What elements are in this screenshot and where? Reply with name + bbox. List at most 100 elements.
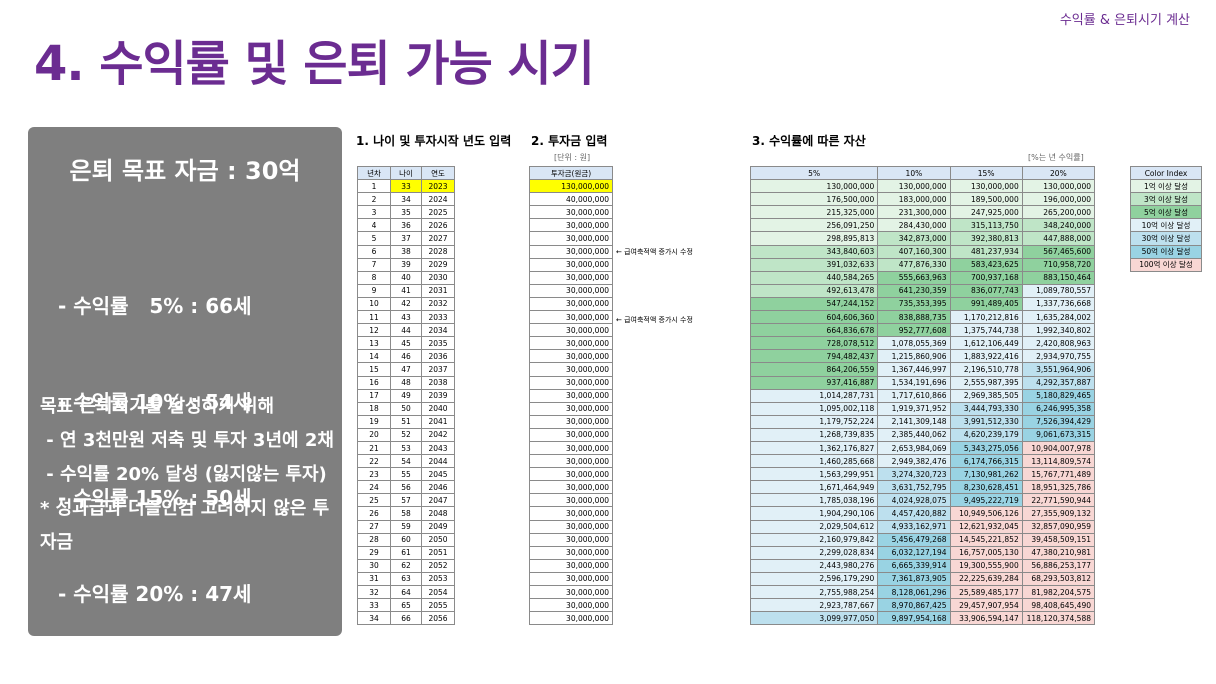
asset-cell-r5: 2,923,787,667	[749, 598, 879, 613]
asset-cell-r5: 2,596,179,290	[749, 571, 879, 587]
table-row: 664,836,678 952,777,608 1,375,744,738 1,992…	[749, 323, 1096, 338]
table-row: 343,840,603 407,160,300 481,237,934 567,465…	[749, 244, 1096, 259]
invest-cell: 30,000,000	[529, 506, 613, 521]
asset-cell-r10: 4,024,928,075	[877, 493, 951, 508]
invest-cell: 30,000,000	[529, 323, 613, 338]
invest-cell: 30,000,000	[529, 598, 613, 613]
retirement-goal: 은퇴 목표 자금 : 30억	[69, 157, 301, 185]
table-row: 29 61 2051	[357, 545, 455, 560]
page-title: 4. 수익률 및 은퇴 가능 시기	[34, 36, 595, 92]
year-index-cell: 17	[357, 388, 391, 403]
table-row: 30,000,000	[529, 231, 613, 246]
table-row: 728,078,512 1,078,055,369 1,612,106,449 2,4…	[749, 336, 1096, 351]
table-row: 6 38 2028	[357, 244, 455, 259]
legend-item: 5억 이상 달성	[1130, 205, 1202, 220]
table-row: 30,000,000	[529, 388, 613, 403]
invest-cell: 30,000,000	[529, 584, 613, 600]
age-table-header: 년차 나이 연도	[357, 165, 455, 181]
asset-cell-r20: 2,420,808,963	[1021, 336, 1096, 351]
age-cell: 33	[389, 179, 423, 194]
table-row: 30,000,000	[529, 454, 613, 469]
age-cell: 37	[389, 231, 423, 246]
section3-unit: [%는 년 수익률]	[1028, 153, 1084, 162]
age-cell: 39	[389, 257, 423, 272]
asset-cell-r5: 343,840,603	[749, 244, 879, 259]
year-index-cell: 3	[357, 205, 391, 220]
asset-cell-r5: 604,606,360	[749, 310, 879, 325]
year-index-cell: 21	[357, 440, 391, 456]
year-cell: 2034	[421, 323, 455, 338]
table-row: 176,500,000 183,000,000 189,500,000 196,000…	[749, 192, 1096, 207]
year-index-cell: 14	[357, 349, 391, 364]
asset-cell-r10: 284,430,000	[877, 218, 951, 233]
section3-title: 3. 수익률에 따른 자산	[752, 134, 866, 148]
table-row: 17 49 2039	[357, 388, 455, 403]
year-cell: 2050	[421, 532, 455, 547]
asset-cell-r5: 1,179,752,224	[749, 414, 879, 429]
table-row: 5 37 2027	[357, 231, 455, 246]
asset-cell-r10: 1,078,055,369	[877, 336, 951, 351]
legend-item: 3억 이상 달성	[1130, 192, 1202, 207]
year-index-cell: 5	[357, 231, 391, 246]
age-cell: 46	[389, 349, 423, 364]
table-row: 30,000,000	[529, 296, 613, 312]
table-row: 30,000,000	[529, 519, 613, 534]
asset-cell-r10: 8,970,867,425	[877, 598, 951, 613]
asset-cell-r15: 6,174,766,315	[949, 454, 1023, 469]
invest-cell: 30,000,000	[529, 545, 613, 560]
asset-cell-r20: 196,000,000	[1021, 192, 1096, 207]
table-row: 33 65 2055	[357, 598, 455, 613]
age-table: 년차 나이 연도 1 33 2023 2 34 2024 3 35 2025 4 36 2026 5 37…	[357, 165, 455, 626]
table-row: 1,362,176,827 2,653,984,069 5,343,275,056 1…	[749, 440, 1096, 456]
strategy-note: 목표 은퇴시기를 달성하기 위해 - 연 3천만원 저축 및 투자 3년에 2채…	[40, 396, 334, 553]
table-row: 30,000,000	[529, 414, 613, 429]
year-cell: 2051	[421, 545, 455, 560]
asset-cell-r5: 492,613,478	[749, 283, 879, 298]
invest-cell: 30,000,000	[529, 611, 613, 626]
asset-cell-r5: 130,000,000	[749, 179, 879, 194]
table-row: 18 50 2040	[357, 401, 455, 416]
asset-cell-r20: 130,000,000	[1021, 179, 1096, 194]
age-cell: 57	[389, 493, 423, 508]
invest-cell: 30,000,000	[529, 205, 613, 220]
asset-cell-r15: 8,230,628,451	[949, 480, 1023, 495]
color-index-title: Color Index	[1130, 165, 1202, 181]
year-cell: 2032	[421, 296, 455, 312]
asset-cell-r10: 1,717,610,866	[877, 388, 951, 403]
asset-cell-r5: 794,482,437	[749, 349, 879, 364]
table-row: 10 42 2032	[357, 296, 455, 312]
table-row: 604,606,360 838,888,735 1,170,212,816 1,635…	[749, 310, 1096, 325]
table-row: 30,000,000	[529, 336, 613, 351]
table-row: 30,000,000	[529, 467, 613, 482]
asset-cell-r10: 4,457,420,882	[877, 506, 951, 521]
section2-unit: [단위 : 원]	[554, 153, 591, 162]
asset-cell-r15: 991,489,405	[949, 296, 1023, 312]
invest-cell: 30,000,000	[529, 467, 613, 482]
asset-cell-r15: 481,237,934	[949, 244, 1023, 259]
asset-cell-r5: 2,299,028,834	[749, 545, 879, 560]
table-row: 1 33 2023	[357, 179, 455, 194]
asset-cell-r15: 25,589,485,177	[949, 584, 1023, 600]
year-cell: 2046	[421, 480, 455, 495]
asset-cell-r10: 8,128,061,296	[877, 584, 951, 600]
invest-cell: 30,000,000	[529, 296, 613, 312]
table-row: 25 57 2047	[357, 493, 455, 508]
table-row: 31 63 2053	[357, 571, 455, 587]
legend-item: 10억 이상 달성	[1130, 218, 1202, 233]
header-rate-5: 5%	[749, 165, 879, 181]
table-row: 19 51 2041	[357, 414, 455, 429]
invest-cell: 30,000,000	[529, 440, 613, 456]
asset-cell-r5: 298,895,813	[749, 231, 879, 246]
age-cell: 64	[389, 584, 423, 600]
summary-box: 은퇴 목표 자금 : 30억 - 수익률 5% : 66세 - 수익률 10% …	[28, 127, 342, 636]
table-row: 1,785,038,196 4,024,928,075 9,495,222,719 2…	[749, 493, 1096, 508]
asset-cell-r20: 81,982,204,575	[1021, 584, 1096, 600]
asset-cell-r10: 952,777,608	[877, 323, 951, 338]
year-index-cell: 29	[357, 545, 391, 560]
year-cell: 2037	[421, 362, 455, 377]
year-index-cell: 6	[357, 244, 391, 259]
asset-cell-r20: 118,120,374,588	[1021, 611, 1096, 626]
table-row: 30,000,000	[529, 375, 613, 390]
legend-item: 50억 이상 달성	[1130, 244, 1202, 259]
year-cell: 2029	[421, 257, 455, 272]
